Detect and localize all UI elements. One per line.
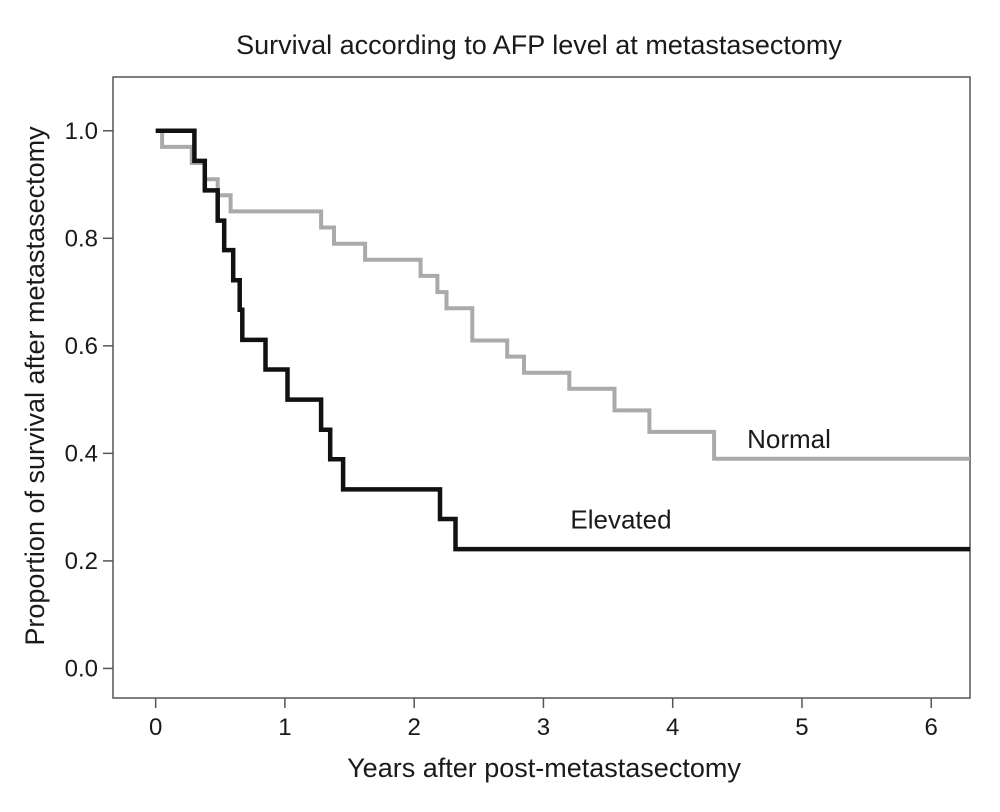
y-tick-label: 0.8	[65, 225, 98, 252]
x-tick-label: 4	[666, 714, 679, 741]
x-tick-label: 3	[537, 714, 550, 741]
x-tick-label: 5	[795, 714, 808, 741]
x-axis: 0 1 2 3 4 5 6	[149, 698, 938, 741]
series-line-normal	[155, 128, 970, 461]
series-line-elevated	[155, 128, 970, 552]
y-tick-label: 0.0	[65, 655, 98, 682]
y-tick-label: 0.4	[65, 440, 98, 467]
y-tick-label: 1.0	[65, 118, 98, 145]
series-labels: Normal Elevated	[570, 424, 831, 535]
x-axis-label: Years after post-metastasectomy	[347, 753, 741, 783]
series-label-elevated: Elevated	[570, 505, 671, 535]
y-axis: 0.0 0.2 0.4 0.6 0.8 1.0	[65, 118, 113, 682]
plot-frame	[112, 76, 971, 699]
y-tick-label: 0.6	[65, 333, 98, 360]
series-layer	[155, 128, 970, 552]
x-tick-label: 0	[149, 714, 162, 741]
y-axis-label: Proportion of survival after metastasect…	[20, 126, 50, 646]
chart-title: Survival according to AFP level at metas…	[236, 30, 842, 60]
x-tick-label: 1	[278, 714, 291, 741]
x-tick-label: 6	[925, 714, 938, 741]
y-tick-label: 0.2	[65, 548, 98, 575]
x-tick-label: 2	[407, 714, 420, 741]
series-label-normal: Normal	[747, 424, 831, 454]
